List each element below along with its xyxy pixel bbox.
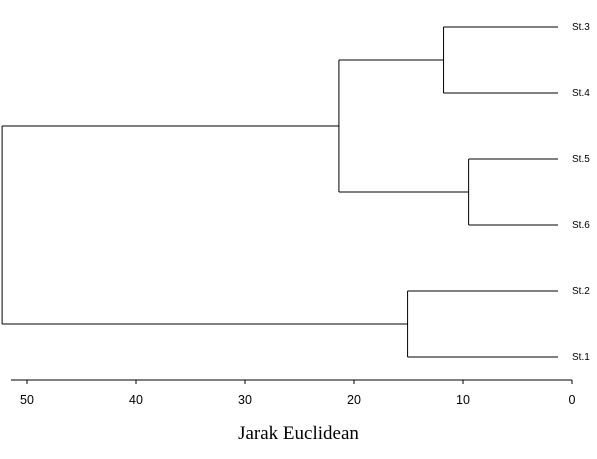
x-tick-label-50: 50 — [20, 393, 34, 407]
leaf-label-st2: St.2 — [572, 286, 590, 297]
x-tick-label-10: 10 — [456, 393, 470, 407]
x-tick-label-0: 0 — [569, 393, 576, 407]
leaf-labels: St.3 St.4 St.5 St.6 St.2 St.1 — [572, 22, 590, 363]
dendrogram-links — [1, 26, 558, 358]
x-tick-label-40: 40 — [129, 393, 143, 407]
leaf-label-st3: St.3 — [572, 22, 590, 33]
leaf-label-st5: St.5 — [572, 154, 590, 165]
leaf-label-st4: St.4 — [572, 88, 590, 99]
leaf-label-st1: St.1 — [572, 352, 590, 363]
x-axis: 50 40 30 20 10 0 — [11, 379, 576, 407]
x-tick-label-20: 20 — [347, 393, 361, 407]
leaf-label-st6: St.6 — [572, 220, 590, 231]
x-tick-label-30: 30 — [238, 393, 252, 407]
x-axis-title: Jarak Euclidean — [238, 423, 359, 444]
